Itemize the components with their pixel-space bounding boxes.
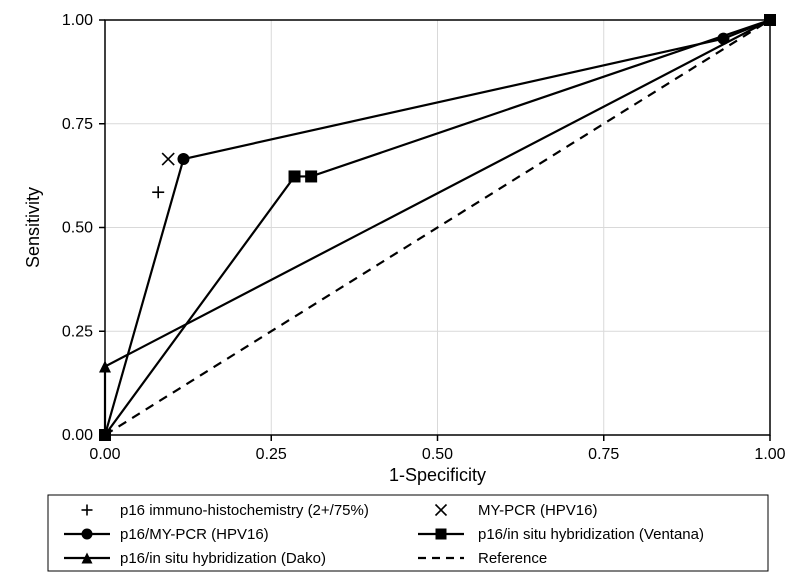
- legend-label-reference: Reference: [478, 550, 547, 567]
- y-tick-label: 0.75: [62, 116, 93, 133]
- y-tick-label: 0.25: [62, 323, 93, 340]
- legend-label-p16-ihc: p16 immuno-histochemistry (2+/75%): [120, 502, 369, 519]
- x-tick-label: 1.00: [754, 446, 785, 463]
- legend: p16 immuno-histochemistry (2+/75%) MY-PCR…: [48, 495, 768, 571]
- legend-label-p16-ish-dako: p16/in situ hybridization (Dako): [120, 550, 326, 567]
- x-tick-label: 0.00: [89, 446, 120, 463]
- y-tick-label: 1.00: [62, 12, 93, 29]
- legend-label-my-pcr: MY-PCR (HPV16): [478, 502, 597, 519]
- legend-label-p16-ish-ventana: p16/in situ hybridization (Ventana): [478, 526, 704, 543]
- legend-label-p16-mypcr: p16/MY-PCR (HPV16): [120, 526, 269, 543]
- roc-svg: 0.00 0.25 0.50 0.75 1.00 0.00 0.25 0.50 0.75 1.00…: [0, 0, 800, 577]
- roc-chart: 0.00 0.25 0.50 0.75 1.00 0.00 0.25 0.50 0.75 1.00…: [0, 0, 800, 577]
- y-axis-label: Sensitivity: [23, 187, 43, 268]
- x-tick-label: 0.75: [588, 446, 619, 463]
- y-tick-label: 0.00: [62, 427, 93, 444]
- x-axis-label: 1-Specificity: [389, 465, 486, 485]
- x-tick-label: 0.50: [422, 446, 453, 463]
- x-tick-label: 0.25: [256, 446, 287, 463]
- y-tick-label: 0.50: [62, 220, 93, 237]
